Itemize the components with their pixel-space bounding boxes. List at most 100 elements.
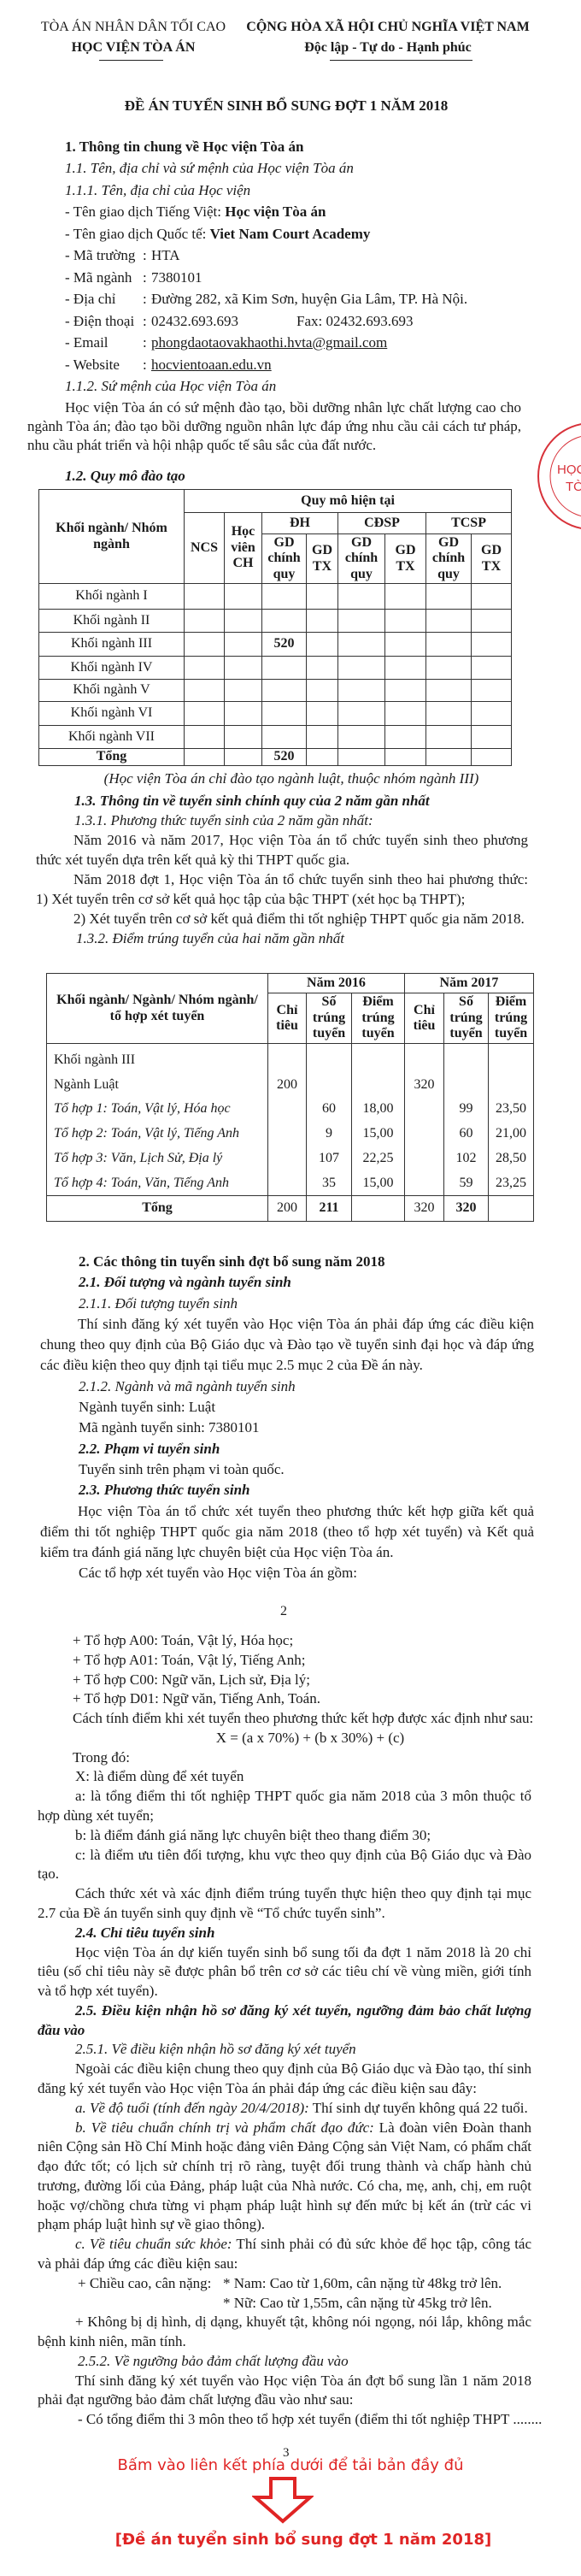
table-cell <box>404 1170 444 1196</box>
label: - Email <box>65 334 109 351</box>
label: b. Về tiêu chuẩn chính trị và phẩm chất … <box>75 2119 374 2136</box>
section-1: 1. Thông tin chung về Học viện Tòa án 1.… <box>65 136 543 397</box>
value: Viet Nam Court Academy <box>209 225 371 242</box>
table-cell <box>184 701 225 726</box>
section-1-3: 1.3. Thông tin về tuyển sinh chính quy c… <box>36 791 528 948</box>
table-cell: 520 <box>261 632 307 657</box>
table-cell <box>404 1146 444 1171</box>
table-cell: 15,00 <box>351 1170 405 1196</box>
table-cell <box>425 679 472 702</box>
table-cell <box>224 679 262 702</box>
table-cell <box>443 1043 489 1073</box>
table-cell <box>184 583 225 610</box>
mission-paragraph: Học viện Tòa án có sứ mệnh đào tạo, bồi … <box>27 399 521 453</box>
paragraph: Cách thức xét và xác định điểm trúng tuy… <box>38 1885 531 1921</box>
col-header-gd-tx: GD TX <box>470 533 513 584</box>
row-label: Khối ngành III <box>46 1043 268 1073</box>
download-link[interactable]: [Đề án tuyển sinh bổ sung đợt 1 năm 2018… <box>114 2531 492 2549</box>
row-label: Tổ hợp 4: Toán, Văn, Tiếng Anh <box>46 1170 268 1196</box>
col-header-so-trung-tuyen: Số trúng tuyển <box>443 993 489 1044</box>
table-row: Khối ngành III 520 <box>38 632 513 657</box>
colon: : <box>143 312 147 329</box>
table-cell: 320 <box>443 1195 489 1223</box>
table-cell: 200 <box>267 1072 307 1098</box>
row-label: Tổng <box>38 748 185 766</box>
table-cell <box>306 1043 352 1073</box>
formula: X = (a x 70%) + (b x 30%) + (c) <box>215 1729 405 1746</box>
official-stamp: HỌC TÒ <box>537 423 581 529</box>
email-link[interactable]: phongdaotaovakhaothi.hvta@gmail.com <box>151 334 388 351</box>
info-row: - Mã trường: HTA <box>65 245 543 266</box>
paragraph: 2) Xét tuyển trên cơ sở kết quả điểm thi… <box>73 911 525 927</box>
row-label: Tổ hợp 3: Văn, Lịch Sử, Địa lý <box>46 1146 268 1171</box>
definition: c: là điểm ưu tiên đối tượng, khu vực th… <box>38 1846 531 1883</box>
table-cell <box>470 679 513 702</box>
table-cell: 15,00 <box>351 1122 405 1147</box>
page-number: 3 <box>283 2446 290 2460</box>
national-motto: Độc lập - Tự do - Hạnh phúc <box>304 40 472 55</box>
col-header-gd-cq: GD chính quy <box>261 533 307 584</box>
table-cell <box>261 656 307 680</box>
text: Thí sinh dự tuyển không quá 22 tuổi. <box>308 2099 528 2116</box>
female-requirement: * Nữ: Cao từ 1,55m, cân nặng từ 45kg trở… <box>223 2294 492 2311</box>
col-header-dh: ĐH <box>261 512 338 534</box>
condition-age: a. Về độ tuổi (tính đến ngày 20/4/2018):… <box>38 2099 531 2119</box>
table-cell: 320 <box>404 1072 444 1098</box>
table-cell <box>425 656 472 680</box>
subsection-heading: 2.5.1. Về điều kiện nhận hồ sơ đăng ký x… <box>75 2041 356 2058</box>
website-row: - Website: hocvientoaan.edu.vn <box>65 354 543 375</box>
table-cell <box>337 609 385 633</box>
table-cell <box>425 583 472 610</box>
colon: : <box>143 247 147 264</box>
col-header-group: Khối ngành/ Ngành/ Nhóm ngành/ tổ hợp xé… <box>46 973 268 1044</box>
paragraph: Cách tính điểm khi xét tuyển theo phương… <box>73 1710 534 1727</box>
col-header-chi-tieu: Chỉ tiêu <box>404 993 444 1044</box>
label: a. Về độ tuổi (tính đến ngày 20/4/2018): <box>75 2099 309 2116</box>
col-header-year-2017: Năm 2017 <box>404 973 534 993</box>
label: - Tên giao dịch Quốc tế: <box>65 225 210 242</box>
label: + Chiều cao, cân nặng: <box>78 2274 212 2291</box>
label: - Mã ngành <box>65 268 132 286</box>
table-cell <box>470 632 513 657</box>
row-label: Tổng <box>46 1195 268 1223</box>
table-cell <box>337 701 385 726</box>
table-cell <box>384 656 426 680</box>
table-cell <box>384 679 426 702</box>
table-cell <box>306 748 338 766</box>
col-header-so-trung-tuyen: Số trúng tuyển <box>306 993 352 1044</box>
table-cell <box>306 679 338 702</box>
paragraph: Các tổ hợp xét tuyển vào Học viện Tòa án… <box>79 1565 357 1582</box>
table-row: Khối ngành VII <box>38 725 513 749</box>
info-row: - Mã ngành:7380101 <box>65 267 543 288</box>
page-2-content: + Tổ hợp A00: Toán, Vật lý, Hóa học; + T… <box>38 1631 542 2430</box>
paragraph: Ngoài các điều kiện chung theo quy định … <box>38 2060 531 2096</box>
col-header-scale: Quy mô hiện tại <box>183 489 513 513</box>
table-cell <box>224 609 262 633</box>
website-link[interactable]: hocvientoaan.edu.vn <box>151 356 272 373</box>
combo-item: + Tổ hợp A00: Toán, Vật lý, Hóa học; <box>73 1632 294 1648</box>
colon: : <box>143 334 147 351</box>
table-row: Tổ hợp 2: Toán, Vật lý, Tiếng Anh 9 15,00 6… <box>46 1122 534 1147</box>
divider <box>99 60 163 61</box>
table-cell: 28,50 <box>488 1146 534 1171</box>
label: - Website <box>65 356 120 373</box>
table-cell <box>267 1146 307 1171</box>
table-cell <box>306 656 338 680</box>
col-header-gd-cq: GD chính quy <box>337 533 385 584</box>
col-header-ncs: NCS <box>184 512 225 584</box>
table-cell <box>184 748 225 766</box>
col-header-tcsp: TCSP <box>425 512 513 534</box>
table-cell <box>184 725 225 749</box>
table-cell <box>384 609 426 633</box>
page-number: 2 <box>280 1604 287 1618</box>
subsection-heading: 2.2. Phạm vi tuyển sinh <box>79 1440 220 1457</box>
table-row: Tổ hợp 4: Toán, Văn, Tiếng Anh 35 15,00 59 2… <box>46 1170 534 1196</box>
definition: X: là điểm dùng để xét tuyển <box>75 1768 244 1785</box>
table-cell: 520 <box>261 748 307 766</box>
table-cell: 9 <box>306 1122 352 1147</box>
academy-name: HỌC VIỆN TÒA ÁN <box>71 40 196 55</box>
subsection-heading: 1.1.1. Tên, địa chỉ của Học viện <box>65 181 251 198</box>
subsection-heading: 2.1.2. Ngành và mã ngành tuyển sinh <box>79 1377 296 1394</box>
combo-item: + Tổ hợp A01: Toán, Vật lý, Tiếng Anh; <box>73 1651 306 1668</box>
subsection-heading: 2.1. Đối tượng và ngành tuyển sinh <box>79 1274 291 1291</box>
